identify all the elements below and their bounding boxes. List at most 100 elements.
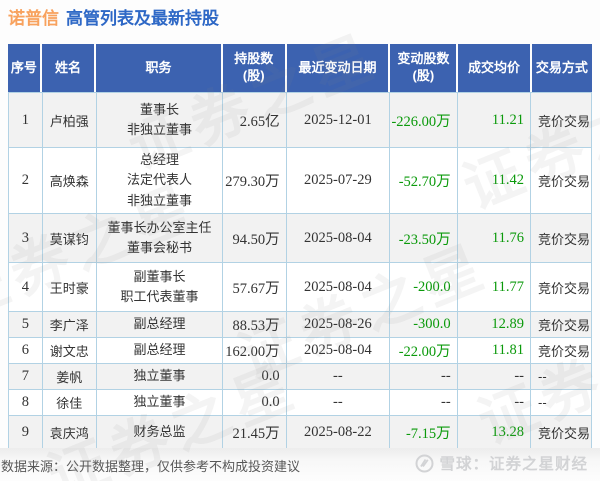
position-line: 副总经理 (133, 316, 186, 332)
table-row: 5 李广泽 副总经理 88.53万 2025-08-26 -300.0 12.8… (9, 312, 591, 338)
cell-shares: 0.0 (223, 364, 287, 389)
cell-date: 2025-12-01 (287, 93, 391, 147)
cell-index: 2 (9, 148, 43, 213)
position-line: 总经理 (140, 152, 180, 168)
cell-shares: 88.53万 (223, 312, 287, 337)
position-line: 董事会秘书 (127, 240, 193, 255)
column-header-method: 交易方式 (531, 44, 592, 92)
cell-name: 李广泽 (43, 312, 97, 337)
position-line: 董事长办公室主任 (107, 219, 212, 235)
cell-price: 11.76 (458, 214, 532, 262)
cell-date: -- (287, 390, 391, 415)
column-header-name: 姓名 (41, 44, 97, 92)
cell-date: 2025-08-22 (287, 416, 391, 448)
cell-change: -23.50万 (390, 214, 458, 262)
column-header-position: 职务 (96, 44, 223, 92)
cell-date: 2025-07-29 (287, 148, 391, 213)
cell-method: 竞价交易 (538, 344, 591, 359)
footer: 数据来源：公开数据整理，仅供参考不构成投资建议 雪球：证券之星财经 (0, 448, 600, 481)
cell-price: 11.77 (458, 263, 532, 311)
cell-index: 8 (9, 390, 43, 415)
cell-index: 5 (9, 312, 43, 337)
column-header-index: 序号 (8, 44, 42, 92)
position-line: 职工代表董事 (120, 289, 199, 304)
cell-name: 袁庆鸿 (43, 416, 97, 448)
cell-index: 3 (9, 214, 43, 262)
cell-method: 竞价交易 (538, 318, 591, 333)
cell-method: -- (538, 369, 547, 384)
table-row: 3 莫谋钧 董事长办公室主任 董事会秘书 94.50万 2025-08-04 -… (9, 214, 591, 263)
table-row: 7 姜帆 独立董事 0.0 -- -- -- -- (9, 364, 591, 390)
table-body: 1 卢柏强 董事长 非独立董事 2.65亿 2025-12-01 -226.00… (8, 92, 592, 449)
cell-price: 11.42 (458, 148, 532, 213)
cell-shares: 2.65亿 (223, 93, 287, 147)
cell-position: 副总经理 (97, 312, 224, 337)
xueqiu-logo-icon (415, 454, 434, 473)
position-line: 法定代表人 (127, 172, 193, 188)
cell-method: 竞价交易 (538, 231, 591, 247)
table-row: 1 卢柏强 董事长 非独立董事 2.65亿 2025-12-01 -226.00… (9, 93, 591, 148)
cell-change: -- (390, 390, 458, 415)
cell-date: 2025-08-04 (287, 338, 391, 363)
cell-index: 9 (9, 416, 43, 448)
position-line: 副董事长 (133, 268, 186, 284)
cell-price: -- (458, 364, 532, 389)
cell-name: 徐佳 (43, 390, 97, 415)
column-header-shares: 持股数 (股) (222, 44, 287, 92)
cell-method: 竞价交易 (538, 425, 591, 441)
cell-position: 董事长 非独立董事 (97, 93, 224, 147)
page-subtitle: 高管列表及最新持股 (66, 9, 219, 28)
column-header-price: 成交均价 (458, 44, 532, 92)
position-line: 副总经理 (133, 342, 186, 358)
position-line: 非独立董事 (127, 122, 193, 137)
cell-shares: 0.0 (223, 390, 287, 415)
cell-position: 总经理 法定代表人 非独立董事 (97, 148, 224, 213)
cell-position: 董事长办公室主任 董事会秘书 (97, 214, 224, 262)
cell-index: 4 (9, 263, 43, 311)
cell-name: 谢文忠 (43, 338, 97, 363)
cell-name: 莫谋钧 (43, 214, 97, 262)
position-line: 独立董事 (133, 394, 186, 410)
cell-method: -- (538, 395, 547, 410)
cell-position: 副总经理 (97, 338, 224, 363)
cell-name: 姜帆 (43, 364, 97, 389)
cell-price: 11.81 (458, 338, 532, 363)
position-line: 非独立董事 (127, 192, 193, 208)
cell-position: 财务总监 (97, 416, 224, 448)
cell-price: 12.89 (458, 312, 532, 337)
cell-shares: 94.50万 (223, 214, 287, 262)
position-line: 财务总监 (133, 423, 186, 439)
table-header-row: 序号 姓名 职务 持股数 (股) 最近变动日期 变动股数 (股) 成交均价 交易… (8, 44, 592, 92)
cell-change: -300.0 (390, 312, 458, 337)
cell-position: 副董事长 职工代表董事 (97, 263, 224, 311)
table-row: 8 徐佳 独立董事 0.0 -- -- -- -- (9, 390, 591, 416)
brand-text: 雪球：证券之星财经 (439, 456, 588, 473)
brand-watermark: 雪球：证券之星财经 (415, 452, 588, 474)
cell-position: 独立董事 (97, 364, 224, 389)
cell-change: -200.0 (390, 263, 458, 311)
cell-shares: 162.00万 (223, 338, 287, 363)
cell-change: -7.15万 (390, 416, 458, 448)
cell-date: 2025-08-04 (287, 214, 391, 262)
cell-name: 王时豪 (43, 263, 97, 311)
table-row: 2 高焕森 总经理 法定代表人 非独立董事 279.30万 2025-07-29… (9, 148, 591, 214)
cell-change: -- (390, 364, 458, 389)
data-source-disclaimer: 数据来源：公开数据整理，仅供参考不构成投资建议 (1, 459, 301, 474)
holdings-table: 序号 姓名 职务 持股数 (股) 最近变动日期 变动股数 (股) 成交均价 交易… (8, 44, 592, 449)
table-row: 6 谢文忠 副总经理 162.00万 2025-08-04 -22.00万 11… (9, 338, 591, 364)
cell-change: -226.00万 (390, 93, 458, 147)
cell-date: 2025-08-04 (287, 263, 391, 311)
cell-date: 2025-08-26 (287, 312, 391, 337)
cell-index: 7 (9, 364, 43, 389)
cell-method: 竞价交易 (538, 113, 591, 129)
table-row: 9 袁庆鸿 财务总监 21.45万 2025-08-22 -7.15万 13.2… (9, 416, 591, 448)
cell-price: 11.21 (458, 93, 532, 147)
cell-shares: 57.67万 (223, 263, 287, 311)
cell-date: -- (287, 364, 391, 389)
cell-price: -- (458, 390, 532, 415)
cell-change: -22.00万 (390, 338, 458, 363)
company-name: 诺普信 (8, 9, 59, 28)
cell-index: 6 (9, 338, 43, 363)
cell-position: 独立董事 (97, 390, 224, 415)
cell-shares: 21.45万 (223, 416, 287, 448)
